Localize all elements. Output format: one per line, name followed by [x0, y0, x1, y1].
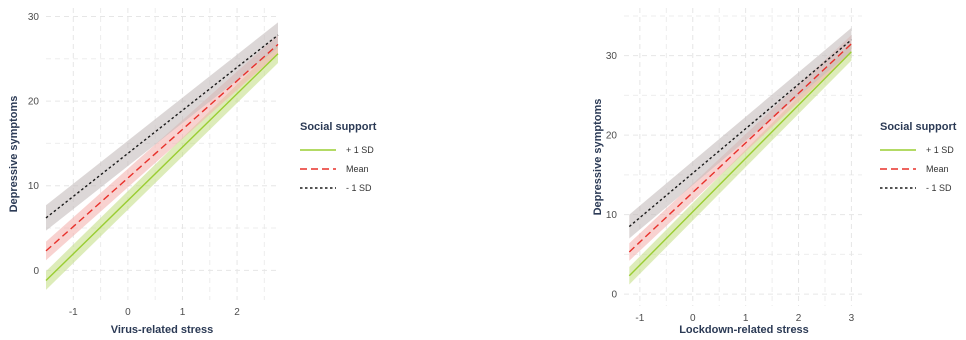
- legend: Social support + 1 SD Mean - 1 SD: [880, 121, 957, 193]
- legend: Social support + 1 SD Mean - 1 SD: [300, 121, 377, 193]
- y-tick-label: 20: [606, 131, 618, 142]
- series-line: [628, 43, 852, 253]
- legend-label: - 1 SD: [346, 183, 372, 193]
- y-tick-label: 30: [606, 51, 618, 62]
- series-line: [45, 53, 279, 282]
- y-tick-label: 20: [28, 97, 40, 108]
- series-line: [628, 51, 852, 277]
- legend-title: Social support: [300, 121, 377, 133]
- series-line: [45, 34, 279, 219]
- legend-label: + 1 SD: [926, 145, 954, 155]
- y-tick-label: 30: [28, 12, 40, 23]
- x-tick-label: 2: [796, 313, 802, 324]
- y-tick-label: 0: [611, 290, 617, 301]
- series-line: [45, 43, 279, 252]
- series-line: [628, 39, 852, 228]
- x-tick-label: 1: [743, 313, 749, 324]
- legend-label: Mean: [346, 164, 369, 174]
- x-tick-label: 0: [690, 313, 696, 324]
- x-axis-title: Lockdown-related stress: [679, 324, 809, 336]
- y-tick-label: 10: [606, 210, 618, 221]
- x-tick-label: -1: [69, 307, 78, 318]
- legend-title: Social support: [880, 121, 957, 133]
- y-axis-title: Depressive symptoms: [8, 96, 20, 213]
- x-tick-label: 3: [849, 313, 855, 324]
- y-tick-label: 10: [28, 181, 40, 192]
- x-tick-label: 1: [180, 307, 186, 318]
- y-tick-label: 0: [33, 266, 39, 277]
- x-tick-label: -1: [635, 313, 644, 324]
- x-tick-label: 2: [234, 307, 240, 318]
- legend-label: - 1 SD: [926, 183, 952, 193]
- x-axis-title: Virus-related stress: [111, 324, 214, 336]
- legend-label: + 1 SD: [346, 145, 374, 155]
- x-tick-label: 0: [125, 307, 131, 318]
- legend-label: Mean: [926, 164, 949, 174]
- y-axis-title: Depressive symptoms: [592, 99, 604, 216]
- confidence-band: [46, 22, 278, 231]
